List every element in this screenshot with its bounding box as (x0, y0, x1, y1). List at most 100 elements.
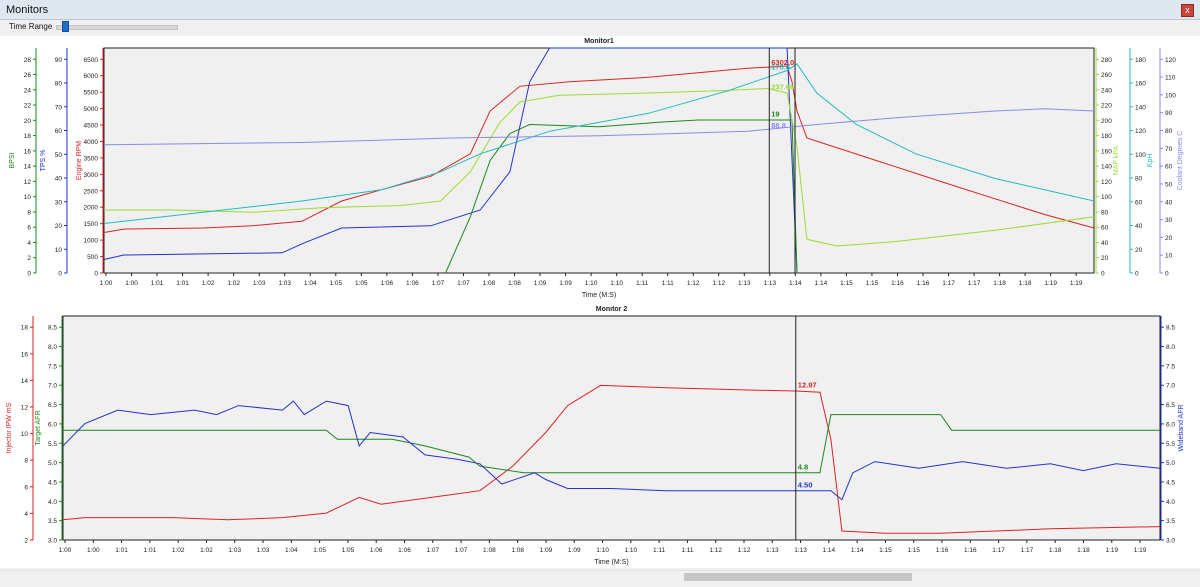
axis-tick-label: 6.0 (48, 421, 57, 428)
x-tick-label: 1:00 (125, 280, 138, 287)
x-tick-label: 1:17 (968, 280, 981, 287)
axis-tick-label: 6.5 (1166, 402, 1175, 409)
axis-tick-label: 7.5 (1166, 363, 1175, 370)
axis-tick-label: 3.0 (48, 538, 57, 545)
x-axis-label: Time (M:S) (582, 292, 616, 299)
axis-tick-label: 0 (1165, 271, 1169, 278)
monitor1-chart[interactable]: Monitor10246810121416182022242628BPSI010… (0, 36, 1200, 304)
x-tick-label: 1:13 (738, 280, 751, 287)
axis-tick-label: 10 (1165, 253, 1173, 260)
x-tick-label: 1:11 (662, 280, 675, 287)
axis-tick-label: 2 (27, 255, 31, 262)
close-button[interactable]: x (1181, 4, 1194, 17)
x-tick-label: 1:16 (891, 280, 904, 287)
axis-tick-label: 2 (24, 538, 28, 545)
x-tick-label: 1:03 (253, 280, 266, 287)
series-line-0 (103, 65, 1095, 233)
axis-tick-label: 10 (21, 431, 29, 438)
x-tick-label: 1:14 (789, 280, 802, 287)
x-tick-label: 1:06 (381, 280, 394, 287)
axis-tick-label: 4500 (84, 123, 99, 130)
axis-tick-label: 7.0 (48, 383, 57, 390)
axis-label-wafr: Wideband AFR (1178, 404, 1185, 451)
cursor-value-label: 6302.0 (771, 58, 794, 67)
axis-tick-label: 200 (1101, 118, 1112, 125)
x-tick-label: 1:17 (942, 280, 955, 287)
axis-tick-label: 8 (27, 209, 31, 216)
x-tick-label: 1:05 (355, 280, 368, 287)
plot-area (103, 47, 1095, 274)
axis-tick-label: 80 (1101, 209, 1109, 216)
scrollbar-thumb[interactable] (684, 573, 912, 581)
x-tick-label: 1:03 (278, 280, 291, 287)
axis-tick-label: 7.5 (48, 363, 57, 370)
x-tick-label: 1:09 (534, 280, 547, 287)
axis-tick-label: 110 (1165, 75, 1176, 82)
horizontal-scrollbar[interactable] (0, 570, 1200, 584)
time-range-slider[interactable] (56, 25, 178, 30)
x-tick-label: 1:12 (687, 280, 700, 287)
axis-tick-label: 0 (58, 271, 62, 278)
axis-tick-label: 4.5 (1166, 479, 1175, 486)
series-line-4 (103, 63, 1095, 224)
axis-tick-label: 3500 (84, 155, 99, 162)
x-tick-label: 1:07 (457, 280, 470, 287)
axis-tick-label: 180 (1101, 133, 1112, 140)
x-tick-label: 1:14 (815, 280, 828, 287)
x-tick-label: 1:19 (1044, 280, 1057, 287)
x-tick-label: 1:15 (879, 547, 892, 554)
axis-tick-label: 1500 (84, 221, 99, 228)
axis-tick-label: 60 (1135, 199, 1143, 206)
axis-tick-label: 30 (1165, 217, 1173, 224)
x-tick-label: 1:18 (993, 280, 1006, 287)
axis-tick-label: 6000 (84, 73, 99, 80)
axis-tick-label: 0 (27, 271, 31, 278)
x-tick-label: 1:03 (228, 547, 241, 554)
axis-tick-label: 70 (55, 104, 63, 111)
axis-label-tps: TPS % (40, 150, 47, 172)
x-tick-label: 1:14 (823, 547, 836, 554)
axis-tick-label: 4.5 (48, 479, 57, 486)
x-tick-label: 1:18 (1019, 280, 1032, 287)
time-range-label: Time Range (9, 22, 53, 31)
axis-tick-label: 12 (24, 179, 32, 186)
axis-tick-label: 18 (24, 133, 32, 140)
axis-tick-label: 8 (24, 458, 28, 465)
x-tick-label: 1:15 (840, 280, 853, 287)
series-line-1 (103, 47, 798, 274)
x-tick-label: 1:08 (483, 547, 496, 554)
axis-tick-label: 60 (1101, 225, 1109, 232)
x-tick-label: 1:07 (426, 547, 439, 554)
axis-tick-label: 50 (55, 152, 63, 159)
x-tick-label: 1:05 (329, 280, 342, 287)
time-range-slider-thumb[interactable] (62, 21, 70, 32)
x-tick-label: 1:06 (406, 280, 419, 287)
x-tick-label: 1:12 (738, 547, 751, 554)
x-tick-label: 1:16 (917, 280, 930, 287)
cursor-value-label: 237.66 (771, 83, 794, 92)
monitor2-chart[interactable]: Monitor 2 2 4 6 8 10 12 14 16 18 Injector IPW mS 3.… (0, 306, 1200, 568)
axis-tick-label: 120 (1135, 128, 1146, 135)
x-tick-label: 1:01 (151, 280, 164, 287)
axis-tick-label: 60 (1165, 164, 1173, 171)
axis-tick-label: 8.5 (48, 325, 57, 332)
axis-tick-label: 6 (24, 484, 28, 491)
chart-title: Monitor 2 (596, 306, 628, 313)
x-tick-label: 1:16 (964, 547, 977, 554)
x-tick-label: 1:07 (455, 547, 468, 554)
chart-title: Monitor1 (584, 38, 614, 45)
cursor-value-label: 12.97 (798, 381, 817, 390)
axis-tick-label: 8.0 (1166, 344, 1175, 351)
x-tick-label: 1:00 (59, 547, 72, 554)
x-tick-label: 1:01 (115, 547, 128, 554)
axis-tick-label: 3.5 (48, 518, 57, 525)
axis-tick-label: 5.5 (48, 441, 57, 448)
x-tick-label: 1:10 (610, 280, 623, 287)
series-line-0 (62, 384, 1161, 534)
axis-tick-label: 90 (55, 57, 63, 64)
axis-tick-label: 16 (24, 148, 32, 155)
axis-tick-label: 160 (1101, 148, 1112, 155)
axis-tick-label: 10 (55, 247, 63, 254)
axis-tick-label: 12 (21, 405, 29, 412)
x-tick-label: 1:00 (87, 547, 100, 554)
